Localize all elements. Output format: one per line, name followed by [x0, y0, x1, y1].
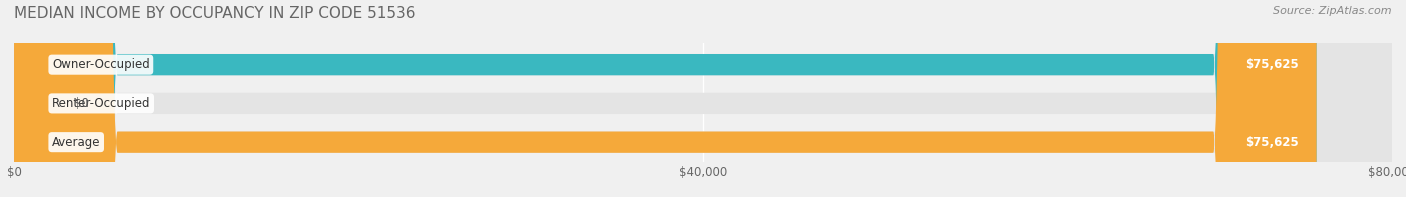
Text: Renter-Occupied: Renter-Occupied — [52, 97, 150, 110]
FancyBboxPatch shape — [14, 0, 1316, 197]
Text: $0: $0 — [75, 97, 89, 110]
Text: MEDIAN INCOME BY OCCUPANCY IN ZIP CODE 51536: MEDIAN INCOME BY OCCUPANCY IN ZIP CODE 5… — [14, 6, 416, 21]
FancyBboxPatch shape — [14, 0, 48, 197]
FancyBboxPatch shape — [14, 0, 1392, 197]
Text: Source: ZipAtlas.com: Source: ZipAtlas.com — [1274, 6, 1392, 16]
Text: Owner-Occupied: Owner-Occupied — [52, 58, 149, 71]
Text: Average: Average — [52, 136, 100, 149]
FancyBboxPatch shape — [14, 0, 1316, 197]
Text: $75,625: $75,625 — [1246, 136, 1299, 149]
FancyBboxPatch shape — [14, 0, 1392, 197]
Text: $75,625: $75,625 — [1246, 58, 1299, 71]
FancyBboxPatch shape — [14, 0, 1392, 197]
